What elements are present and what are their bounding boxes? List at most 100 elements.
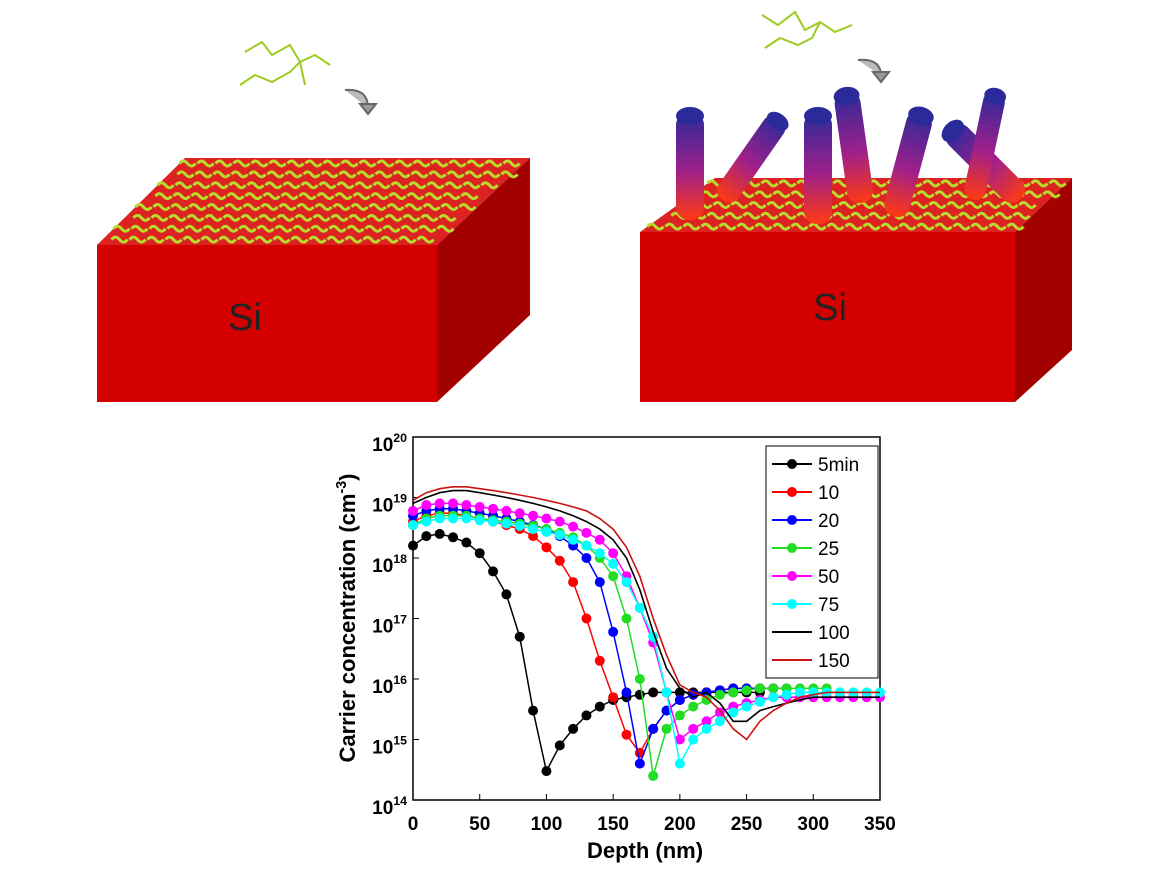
legend-box [765, 445, 879, 679]
surface-molecule [850, 211, 869, 220]
surface-molecule [300, 181, 319, 190]
surface-molecule [220, 224, 239, 233]
legend-label: 50 [818, 567, 839, 588]
y-axis-label: Carrier concentration (cm-3) [334, 473, 360, 762]
surface-molecule [284, 170, 303, 179]
surface-molecule [316, 192, 335, 201]
surface-molecule [184, 224, 203, 233]
data-point [528, 510, 539, 521]
data-point [568, 534, 579, 545]
surface-molecule [724, 211, 743, 220]
surface-molecule [760, 211, 779, 220]
surface-molecule [286, 159, 305, 168]
block-front [640, 232, 1015, 402]
surface-molecule [1024, 190, 1043, 199]
surface-molecule [176, 170, 195, 179]
surface-molecule [784, 201, 803, 209]
surface-molecule [228, 181, 247, 190]
data-point [701, 716, 712, 727]
surface-molecule [952, 222, 971, 231]
surface-molecule [152, 202, 171, 211]
surface-molecule [484, 159, 503, 168]
surface-molecule [400, 224, 419, 233]
surface-molecule [218, 235, 237, 244]
data-point [688, 734, 699, 745]
surface-molecule [1030, 179, 1049, 188]
surface-molecule [178, 159, 197, 168]
data-point [608, 692, 619, 703]
data-point [594, 548, 605, 559]
x-tick-label: 300 [797, 814, 829, 835]
surface-molecule [278, 202, 297, 211]
data-point [581, 710, 592, 721]
surface-molecule [186, 213, 205, 222]
data-point [648, 770, 659, 781]
surface-molecule [294, 213, 313, 222]
data-point [474, 548, 485, 559]
surface-molecule [1012, 211, 1031, 220]
data-point [688, 701, 699, 712]
series-line [412, 486, 880, 741]
surface-molecule [112, 224, 131, 233]
data-point [448, 513, 459, 524]
surface-molecule [754, 222, 773, 231]
surface-molecule [386, 202, 405, 211]
data-point [621, 613, 632, 624]
surface-molecule [200, 235, 219, 244]
y-tick-label: 1019 [372, 492, 407, 517]
data-point [514, 508, 525, 519]
surface-molecule [230, 170, 249, 179]
chart: Depth (nm) Carrier concentration (cm-3) … [334, 431, 896, 863]
block-label: Si [228, 297, 262, 339]
surface-molecule [236, 235, 255, 244]
data-point [568, 723, 579, 734]
data-point [728, 707, 739, 718]
data-point [688, 723, 699, 734]
surface-molecule [172, 192, 191, 201]
surface-molecule [444, 181, 463, 190]
surface-molecule [412, 159, 431, 168]
block-top [640, 178, 1072, 232]
surface-molecule [326, 235, 345, 244]
surface-molecule [826, 222, 845, 231]
x-tick-label: 100 [531, 814, 563, 835]
data-point [581, 553, 592, 563]
data-point [408, 520, 418, 531]
data-point [501, 589, 512, 600]
data-point [528, 705, 539, 716]
surface-molecule [350, 202, 369, 211]
surface-molecule [302, 170, 321, 179]
data-point [661, 687, 672, 698]
data-point [621, 729, 632, 740]
surface-molecule [368, 202, 387, 211]
surface-molecule [292, 224, 311, 233]
surface-molecule [266, 170, 285, 179]
surface-molecule [868, 179, 887, 188]
surface-molecule [128, 235, 147, 244]
surface-molecule [404, 202, 423, 211]
surface-molecule [206, 202, 225, 211]
surface-molecule [808, 222, 827, 231]
surface-molecule [772, 190, 791, 199]
nanowire [833, 86, 873, 204]
surface-molecule [646, 222, 665, 231]
surface-molecule [718, 222, 737, 231]
surface-molecule [410, 170, 429, 179]
surface-molecule [380, 235, 399, 244]
surface-molecule [208, 192, 227, 201]
surface-molecule [330, 213, 349, 222]
surface-molecule [148, 224, 167, 233]
surface-molecule [372, 181, 391, 190]
surface-molecule [964, 201, 983, 209]
surface-molecule [448, 159, 467, 168]
surface-molecule [502, 159, 521, 168]
data-point [421, 531, 432, 542]
data-point [434, 513, 445, 524]
surface-molecule [298, 192, 317, 201]
surface-molecule [394, 159, 413, 168]
surface-molecule [336, 181, 355, 190]
data-point [434, 498, 445, 509]
data-point [528, 524, 539, 535]
surface-molecule [134, 202, 153, 211]
legend-label: 75 [818, 595, 839, 616]
